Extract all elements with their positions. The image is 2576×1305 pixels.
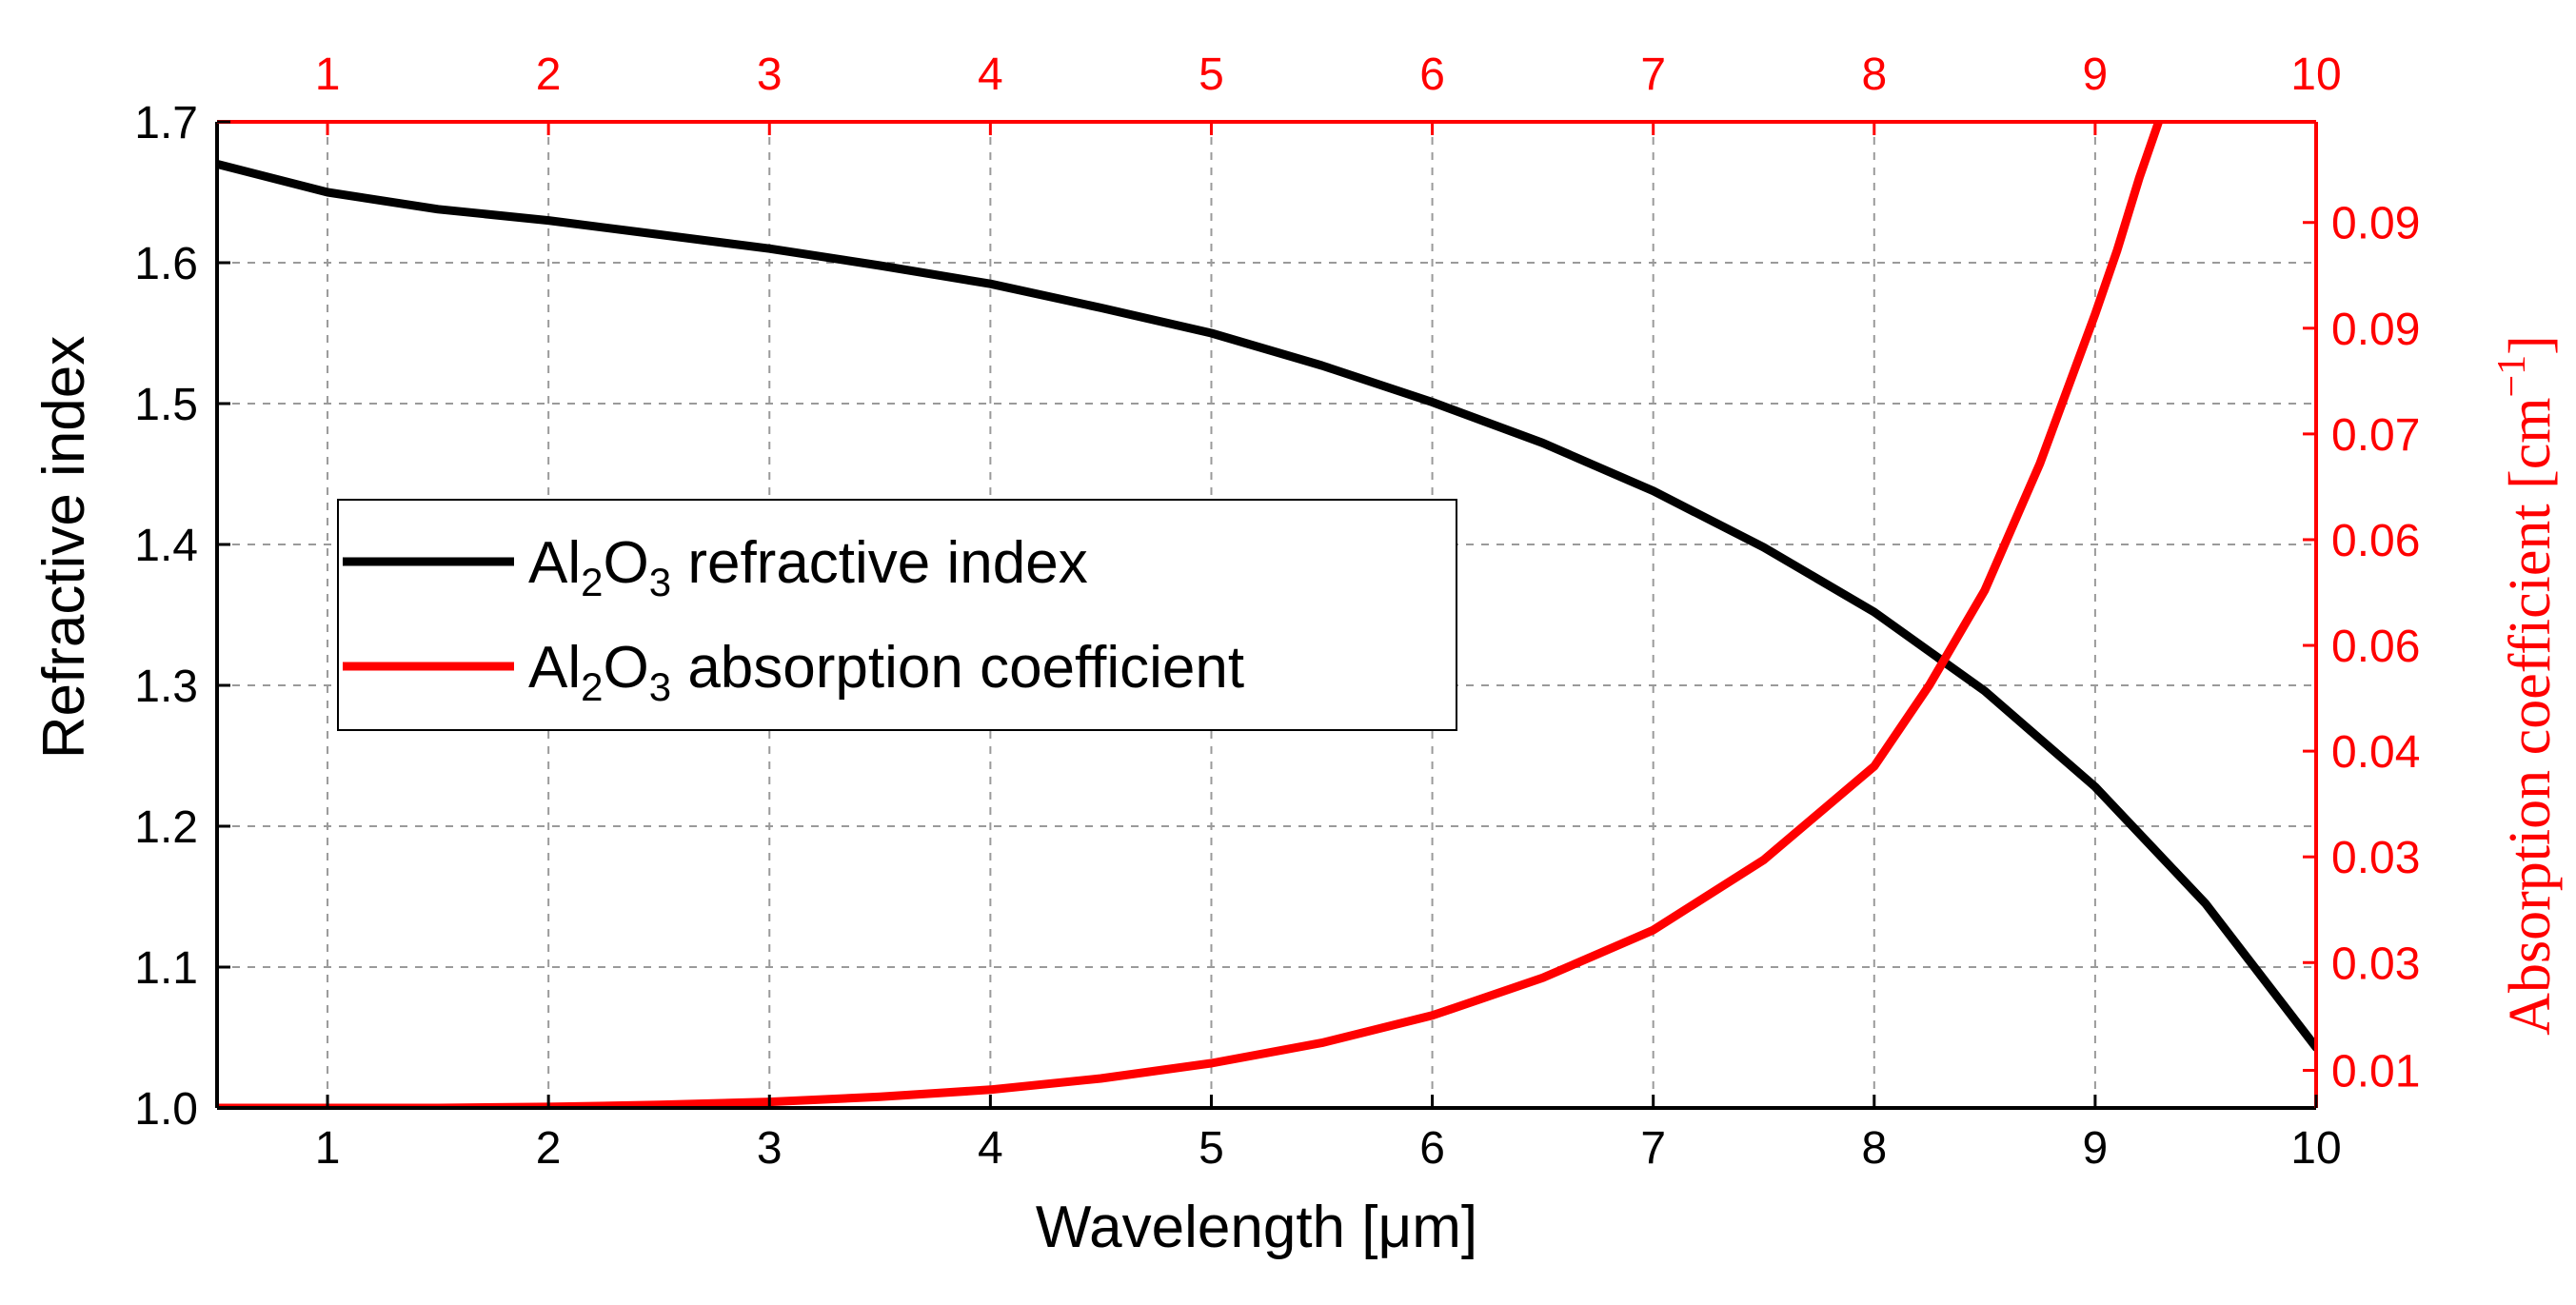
y-left-tick-label: 1.2 — [134, 802, 198, 853]
y-left-tick-label: 1.3 — [134, 662, 198, 712]
x-top-tick-label: 6 — [1419, 49, 1445, 100]
ticks: 1 2 3 4 5 6 7 8 9 10 1 2 3 4 5 6 7 8 9 10 1.0 1.1 1.2 1.3 1.4 1.5… — [134, 49, 2420, 1174]
y-axis-right-title-main: Absorption coefficient [cm — [2498, 398, 2563, 1036]
y-right-tick-label: 0.06 — [2331, 516, 2420, 566]
y-left-tick-label: 1.7 — [134, 98, 198, 148]
x-tick-label: 7 — [1640, 1123, 1666, 1174]
x-top-tick-label: 4 — [978, 49, 1003, 100]
x-tick-label: 10 — [2290, 1123, 2341, 1174]
y-right-tick-label: 0.06 — [2331, 622, 2420, 672]
x-tick-label: 8 — [1861, 1123, 1887, 1174]
y-axis-right-title: Absorption coefficient [cm−1] — [2490, 335, 2563, 1036]
x-tick-label: 5 — [1199, 1123, 1224, 1174]
legend-box — [337, 499, 1457, 731]
x-top-tick-label: 9 — [2083, 49, 2109, 100]
legend-label-absorption: Al2O3 absorption coefficient — [528, 635, 1244, 709]
x-top-tick-label: 1 — [315, 49, 341, 100]
y-axis-right-title-exp: −1 — [2490, 355, 2534, 398]
y-left-tick-label: 1.4 — [134, 521, 198, 571]
x-top-tick-label: 8 — [1861, 49, 1887, 100]
y-right-tick-label: 0.09 — [2331, 305, 2420, 355]
x-axis-title: Wavelength [μm] — [1036, 1195, 1477, 1260]
y-axis-right-title-close: ] — [2498, 335, 2563, 355]
series-line-refractive — [217, 159, 2316, 1052]
x-top-tick-label: 3 — [757, 49, 783, 100]
y-left-tick-label: 1.5 — [134, 380, 198, 430]
axes — [215, 120, 2318, 1110]
x-top-tick-label: 7 — [1640, 49, 1666, 100]
legend: Al2O3 refractive index Al2O3 absorption … — [337, 499, 1457, 731]
x-top-tick-label: 10 — [2290, 49, 2341, 100]
y-axis-left-title: Refractive index — [31, 336, 97, 760]
y-right-tick-label: 0.09 — [2331, 199, 2420, 249]
y-right-tick-label: 0.07 — [2331, 410, 2420, 461]
y-right-tick-label: 0.01 — [2331, 1046, 2420, 1097]
x-tick-label: 2 — [536, 1123, 562, 1174]
y-left-tick-label: 1.6 — [134, 239, 198, 289]
x-tick-label: 6 — [1419, 1123, 1445, 1174]
x-top-tick-label: 5 — [1199, 49, 1224, 100]
legend-label-refractive: Al2O3 refractive index — [528, 530, 1088, 604]
y-right-tick-label: 0.03 — [2331, 833, 2420, 883]
x-tick-label: 4 — [978, 1123, 1003, 1174]
series-layer — [217, 122, 2316, 1108]
y-right-tick-label: 0.04 — [2331, 727, 2420, 778]
x-tick-label: 1 — [315, 1123, 341, 1174]
x-tick-label: 9 — [2083, 1123, 2109, 1174]
x-tick-label: 3 — [757, 1123, 783, 1174]
y-left-tick-label: 1.0 — [134, 1084, 198, 1135]
series-line-absorption — [217, 122, 2164, 1108]
x-top-tick-label: 2 — [536, 49, 562, 100]
y-left-tick-label: 1.1 — [134, 943, 198, 994]
y-right-tick-label: 0.03 — [2331, 939, 2420, 989]
